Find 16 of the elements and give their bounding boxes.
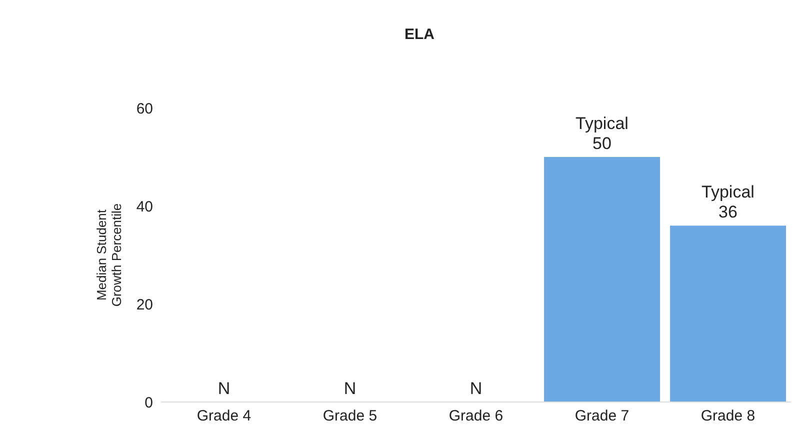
chart-title: ELA (404, 26, 436, 43)
x-tick-label: Grade 5 (322, 408, 378, 425)
x-tick-label: Grade 4 (196, 408, 252, 425)
y-tick-label: 60 (136, 100, 153, 118)
text: N (470, 379, 482, 398)
x-tick-label: Grade 7 (574, 408, 630, 425)
y-axis-title: Median Student Growth Percentile (94, 203, 124, 307)
data-label: Typical 36 (702, 182, 754, 222)
x-tick-label: Grade 6 (448, 408, 504, 425)
y-tick-label: 20 (136, 296, 153, 314)
y-tick-label: 40 (136, 198, 153, 216)
text: N (218, 379, 230, 398)
data-label: Typical 50 (576, 114, 628, 153)
y-tick-label: 0 (144, 394, 153, 412)
x-tick-label: Grade 8 (700, 408, 756, 425)
text: N (344, 379, 356, 398)
